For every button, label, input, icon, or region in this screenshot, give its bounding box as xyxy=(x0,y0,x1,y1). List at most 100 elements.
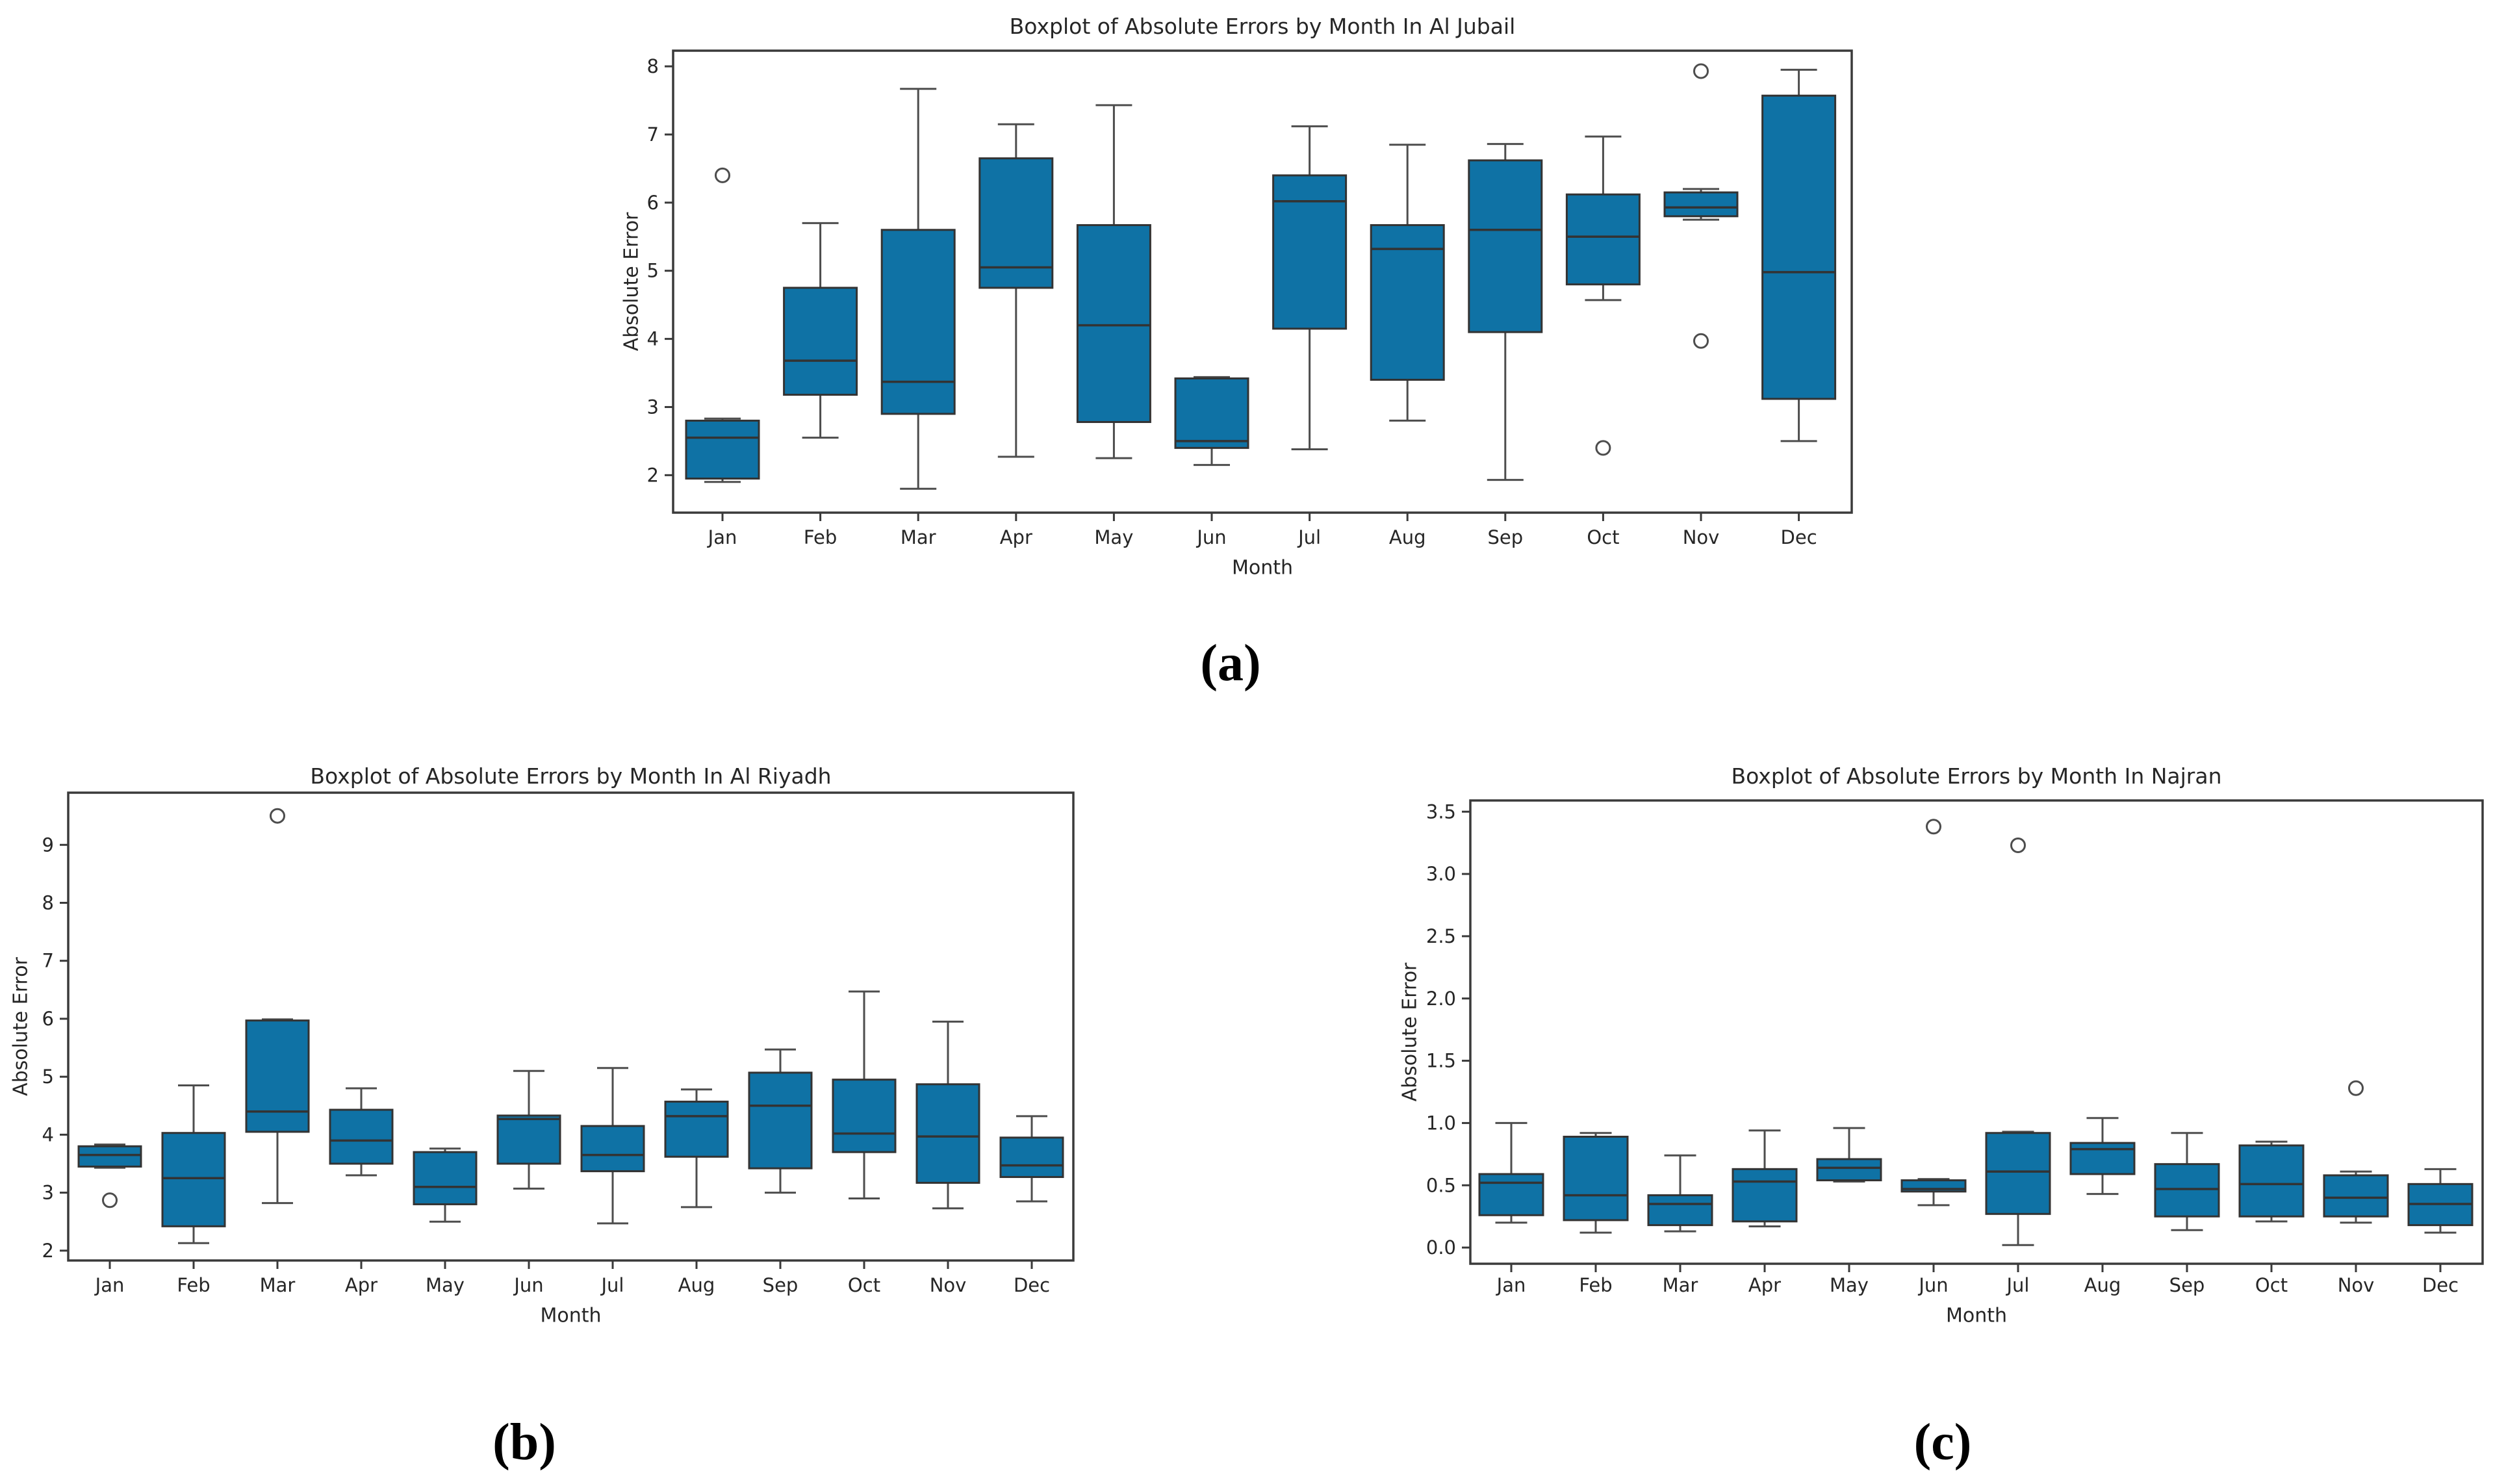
iqr-box xyxy=(580,1125,645,1173)
y-tick-label: 3 xyxy=(42,1182,54,1204)
x-tick-label: Nov xyxy=(2338,1274,2375,1296)
y-tick-label: 2 xyxy=(42,1240,54,1262)
y-tick-label: 4 xyxy=(42,1123,54,1145)
box-apr xyxy=(329,1087,394,1177)
outlier-point xyxy=(2348,1080,2364,1096)
x-tick-label: May xyxy=(426,1274,465,1296)
y-tick-label: 9 xyxy=(42,834,54,856)
x-tick-label: Apr xyxy=(345,1274,377,1296)
box-jul xyxy=(1272,125,1348,450)
x-tick-label: Sep xyxy=(763,1274,799,1296)
x-tick-label: Dec xyxy=(1781,526,1817,548)
y-tick-label: 8 xyxy=(42,892,54,914)
plot-frame xyxy=(67,791,1075,1262)
box-jul xyxy=(1985,838,2051,1246)
y-tick-label: 0.0 xyxy=(1426,1236,1456,1259)
box-sep xyxy=(1468,143,1543,481)
chart-title: Boxplot of Absolute Errors by Month In A… xyxy=(310,763,831,789)
box-mar xyxy=(245,808,310,1205)
box-oct xyxy=(832,990,897,1200)
iqr-box xyxy=(685,419,760,480)
iqr-box xyxy=(1076,224,1151,424)
iqr-box xyxy=(783,287,858,396)
x-tick-label: Apr xyxy=(1748,1274,1781,1296)
outlier-point xyxy=(2010,838,2026,853)
x-tick-label: Nov xyxy=(930,1274,967,1296)
x-tick-label: May xyxy=(1094,526,1133,548)
iqr-box xyxy=(664,1101,729,1158)
chart-title: Boxplot of Absolute Errors by Month In A… xyxy=(1010,14,1516,39)
box-feb xyxy=(161,1084,226,1244)
box-nov xyxy=(1663,63,1739,349)
iqr-box xyxy=(77,1145,142,1168)
box-apr xyxy=(978,123,1054,458)
iqr-box xyxy=(915,1083,980,1184)
x-tick-label: Mar xyxy=(260,1274,296,1296)
box-dec xyxy=(2407,1168,2474,1234)
x-tick-label: Jul xyxy=(600,1274,624,1296)
x-tick-label: Dec xyxy=(1014,1274,1050,1296)
box-sep xyxy=(748,1048,813,1194)
box-dec xyxy=(1761,68,1837,442)
box-nov xyxy=(915,1020,980,1210)
x-tick-label: Aug xyxy=(678,1274,715,1296)
x-axis-label: Month xyxy=(1232,557,1293,580)
caption-a: (a) xyxy=(1200,634,1261,692)
iqr-box xyxy=(1761,94,1837,400)
x-tick-label: Jan xyxy=(707,526,737,548)
y-axis-label: Absolute Error xyxy=(620,212,643,351)
iqr-box xyxy=(748,1071,813,1170)
outlier-point xyxy=(1693,333,1709,349)
iqr-box xyxy=(496,1114,561,1165)
x-tick-label: Nov xyxy=(1683,526,1720,548)
x-tick-label: Mar xyxy=(901,526,936,548)
chart-title: Boxplot of Absolute Errors by Month In N… xyxy=(1731,763,2221,789)
box-may xyxy=(1076,104,1151,459)
y-tick-label: 0.5 xyxy=(1426,1174,1456,1196)
y-tick-label: 4 xyxy=(647,328,659,350)
boxplot-najran: Boxplot of Absolute Errors by Month In N… xyxy=(1399,763,2484,1327)
y-tick-label: 3 xyxy=(647,396,659,418)
iqr-box xyxy=(1272,174,1348,330)
x-tick-label: Sep xyxy=(1487,526,1523,548)
x-tick-label: Oct xyxy=(1587,526,1619,548)
x-tick-label: Dec xyxy=(2422,1274,2459,1296)
x-axis-label: Month xyxy=(540,1305,601,1327)
figure-najran: Boxplot of Absolute Errors by Month In N… xyxy=(1390,728,2493,1338)
box-oct xyxy=(1565,135,1641,456)
y-tick-label: 5 xyxy=(647,260,659,282)
x-tick-label: Oct xyxy=(848,1274,880,1296)
x-axis-label: Month xyxy=(1946,1305,2007,1327)
x-tick-label: Sep xyxy=(2169,1274,2205,1296)
iqr-box xyxy=(413,1151,478,1205)
y-tick-label: 2.0 xyxy=(1426,988,1456,1010)
outlier-point xyxy=(1693,63,1709,79)
boxplot-al-jubail: Boxplot of Absolute Errors by Month In A… xyxy=(620,14,1853,580)
iqr-box xyxy=(1985,1132,2051,1215)
x-tick-label: Apr xyxy=(1000,526,1032,548)
iqr-box xyxy=(1370,224,1445,381)
y-tick-label: 6 xyxy=(42,1008,54,1030)
x-tick-label: Jan xyxy=(94,1274,125,1296)
box-sep xyxy=(2154,1132,2220,1231)
y-tick-label: 5 xyxy=(42,1066,54,1088)
x-tick-label: Aug xyxy=(1389,526,1426,548)
box-jun xyxy=(1174,376,1249,467)
plot-frame xyxy=(672,49,1853,514)
x-tick-label: Feb xyxy=(1579,1274,1612,1296)
iqr-box xyxy=(832,1079,897,1153)
box-apr xyxy=(1732,1129,1798,1227)
box-jan xyxy=(1478,1121,1544,1224)
y-axis-label: Absolute Error xyxy=(10,956,32,1095)
iqr-box xyxy=(245,1019,310,1133)
y-tick-label: 1.5 xyxy=(1426,1050,1456,1072)
iqr-box xyxy=(2154,1163,2220,1218)
x-tick-label: Jul xyxy=(1297,526,1321,548)
y-tick-label: 8 xyxy=(647,55,659,77)
outlier-point xyxy=(102,1192,118,1209)
x-tick-label: Mar xyxy=(1663,1274,1698,1296)
iqr-box xyxy=(1816,1158,1882,1182)
y-tick-label: 7 xyxy=(647,123,659,146)
iqr-box xyxy=(161,1132,226,1227)
